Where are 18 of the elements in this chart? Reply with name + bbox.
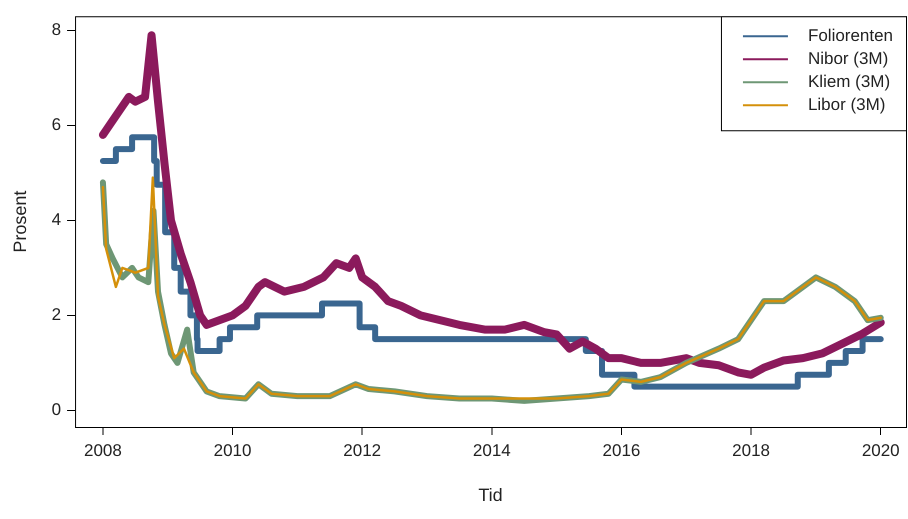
x-tick-label: 2016	[602, 440, 640, 460]
y-tick-label: 0	[52, 400, 62, 420]
x-tick-label: 2014	[472, 440, 511, 460]
legend-label: Foliorenten	[808, 26, 894, 45]
x-tick-label: 2010	[214, 440, 252, 460]
y-tick-label: 6	[52, 115, 62, 134]
x-axis-title: Tid	[478, 485, 503, 506]
legend-label: Kliem (3M)	[808, 72, 890, 91]
x-tick-label: 2018	[732, 440, 770, 460]
x-tick-label: 2012	[343, 440, 382, 460]
y-tick-label: 4	[52, 210, 62, 230]
x-tick-label: 2008	[84, 440, 122, 460]
y-axis-title: Prosent	[10, 190, 30, 253]
y-tick-label: 8	[52, 20, 62, 40]
x-tick-label: 2020	[862, 440, 900, 460]
y-tick-label: 2	[52, 305, 62, 324]
legend-label: Nibor (3M)	[808, 48, 888, 68]
legend-label: Libor (3M)	[808, 94, 886, 114]
